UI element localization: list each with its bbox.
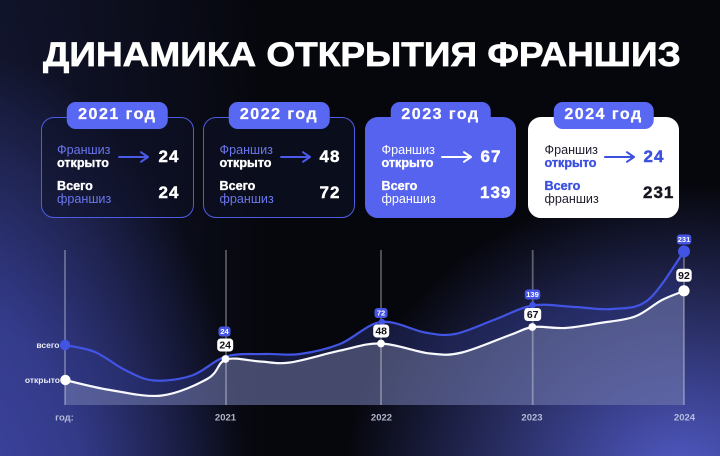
svg-text:92: 92 xyxy=(678,270,690,282)
svg-text:48: 48 xyxy=(375,326,387,338)
svg-text:2024: 2024 xyxy=(674,413,696,424)
svg-text:231: 231 xyxy=(678,235,691,244)
svg-text:24: 24 xyxy=(220,327,229,336)
svg-text:всего: всего xyxy=(36,340,59,350)
svg-text:139: 139 xyxy=(526,290,539,299)
svg-text:2022: 2022 xyxy=(371,413,392,424)
svg-text:24: 24 xyxy=(219,340,231,352)
svg-text:открыто: открыто xyxy=(25,375,60,385)
svg-text:год:: год: xyxy=(55,413,74,424)
svg-text:67: 67 xyxy=(527,309,539,321)
svg-text:72: 72 xyxy=(377,309,385,318)
svg-text:2023: 2023 xyxy=(521,413,542,424)
svg-text:2021: 2021 xyxy=(215,413,237,424)
